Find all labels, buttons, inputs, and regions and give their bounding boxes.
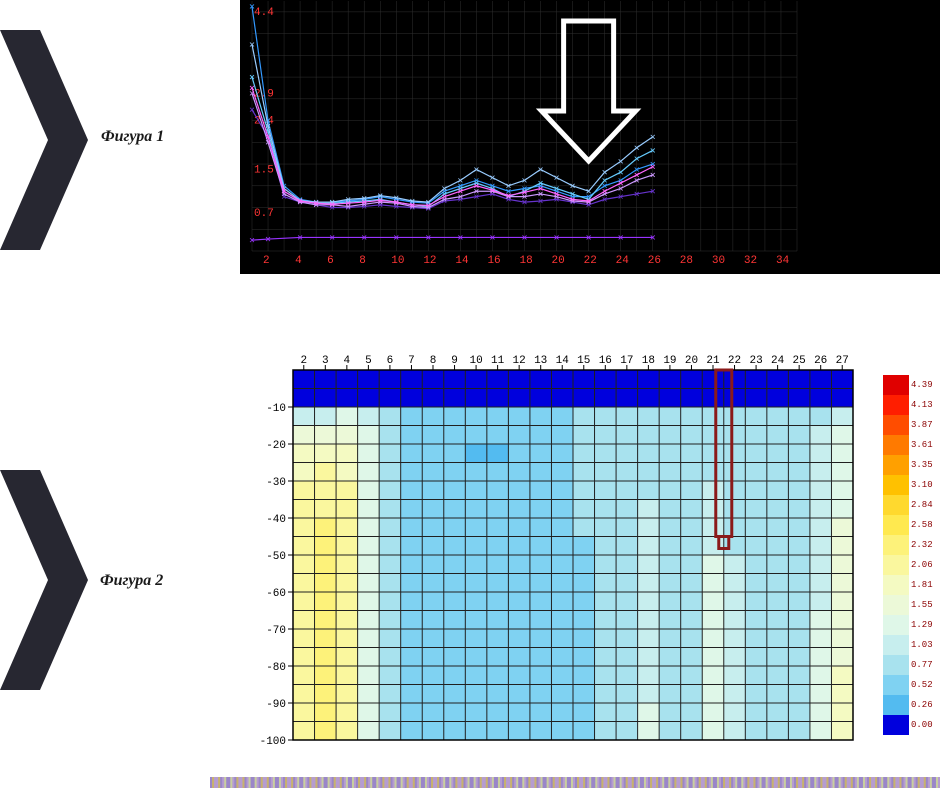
svg-text:-40: -40 bbox=[266, 514, 286, 526]
svg-text:12: 12 bbox=[513, 355, 526, 367]
svg-text:34: 34 bbox=[776, 255, 790, 267]
svg-text:22: 22 bbox=[584, 255, 597, 267]
svg-text:12: 12 bbox=[423, 255, 436, 267]
figure1-label: Фигура 1 bbox=[101, 128, 164, 146]
svg-text:-80: -80 bbox=[266, 662, 286, 674]
svg-text:14: 14 bbox=[556, 355, 570, 367]
svg-text:2: 2 bbox=[300, 355, 307, 367]
svg-text:14: 14 bbox=[455, 255, 469, 267]
svg-text:4: 4 bbox=[295, 255, 302, 267]
svg-text:4.4: 4.4 bbox=[254, 7, 274, 19]
svg-text:26: 26 bbox=[648, 255, 661, 267]
svg-text:8: 8 bbox=[359, 255, 366, 267]
decorative-arrow-2 bbox=[0, 470, 90, 690]
svg-text:-90: -90 bbox=[266, 699, 286, 711]
svg-text:7: 7 bbox=[408, 355, 415, 367]
svg-text:2: 2 bbox=[263, 255, 270, 267]
svg-text:24: 24 bbox=[616, 255, 630, 267]
svg-text:30: 30 bbox=[712, 255, 725, 267]
svg-text:9: 9 bbox=[451, 355, 458, 367]
heatmap-legend: 4.394.133.873.613.353.102.842.582.322.06… bbox=[883, 375, 939, 735]
svg-text:32: 32 bbox=[744, 255, 757, 267]
svg-text:-10: -10 bbox=[266, 403, 286, 415]
svg-text:24: 24 bbox=[771, 355, 785, 367]
figure2-label: Фигура 2 bbox=[100, 572, 163, 590]
svg-text:1.5: 1.5 bbox=[254, 164, 274, 176]
svg-text:13: 13 bbox=[534, 355, 547, 367]
svg-text:0.7: 0.7 bbox=[254, 208, 274, 220]
svg-text:11: 11 bbox=[491, 355, 505, 367]
svg-text:25: 25 bbox=[793, 355, 806, 367]
svg-text:6: 6 bbox=[327, 255, 334, 267]
svg-text:27: 27 bbox=[836, 355, 849, 367]
decorative-arrow-1 bbox=[0, 30, 90, 250]
svg-text:22: 22 bbox=[728, 355, 741, 367]
svg-text:6: 6 bbox=[387, 355, 394, 367]
svg-text:26: 26 bbox=[814, 355, 827, 367]
svg-text:-20: -20 bbox=[266, 440, 286, 452]
svg-text:-50: -50 bbox=[266, 551, 286, 563]
svg-text:-60: -60 bbox=[266, 588, 286, 600]
heatmap-chart: 2345678910111213141516171819202122232425… bbox=[255, 355, 940, 755]
svg-text:23: 23 bbox=[749, 355, 762, 367]
svg-text:16: 16 bbox=[599, 355, 612, 367]
svg-text:21: 21 bbox=[706, 355, 720, 367]
noise-bar bbox=[210, 777, 940, 788]
svg-text:20: 20 bbox=[685, 355, 698, 367]
svg-text:20: 20 bbox=[552, 255, 565, 267]
line-chart: 0.71.52.42.94.42468101214161820222426283… bbox=[240, 0, 940, 274]
svg-text:-70: -70 bbox=[266, 625, 286, 637]
svg-text:16: 16 bbox=[487, 255, 500, 267]
svg-text:18: 18 bbox=[520, 255, 533, 267]
svg-text:10: 10 bbox=[391, 255, 404, 267]
svg-text:18: 18 bbox=[642, 355, 655, 367]
svg-text:3: 3 bbox=[322, 355, 329, 367]
svg-text:5: 5 bbox=[365, 355, 372, 367]
svg-text:10: 10 bbox=[469, 355, 482, 367]
svg-text:-100: -100 bbox=[260, 736, 286, 744]
svg-text:4: 4 bbox=[344, 355, 351, 367]
svg-text:-30: -30 bbox=[266, 477, 286, 489]
svg-text:19: 19 bbox=[663, 355, 676, 367]
svg-text:15: 15 bbox=[577, 355, 590, 367]
svg-text:8: 8 bbox=[430, 355, 437, 367]
svg-text:28: 28 bbox=[680, 255, 693, 267]
svg-text:17: 17 bbox=[620, 355, 633, 367]
